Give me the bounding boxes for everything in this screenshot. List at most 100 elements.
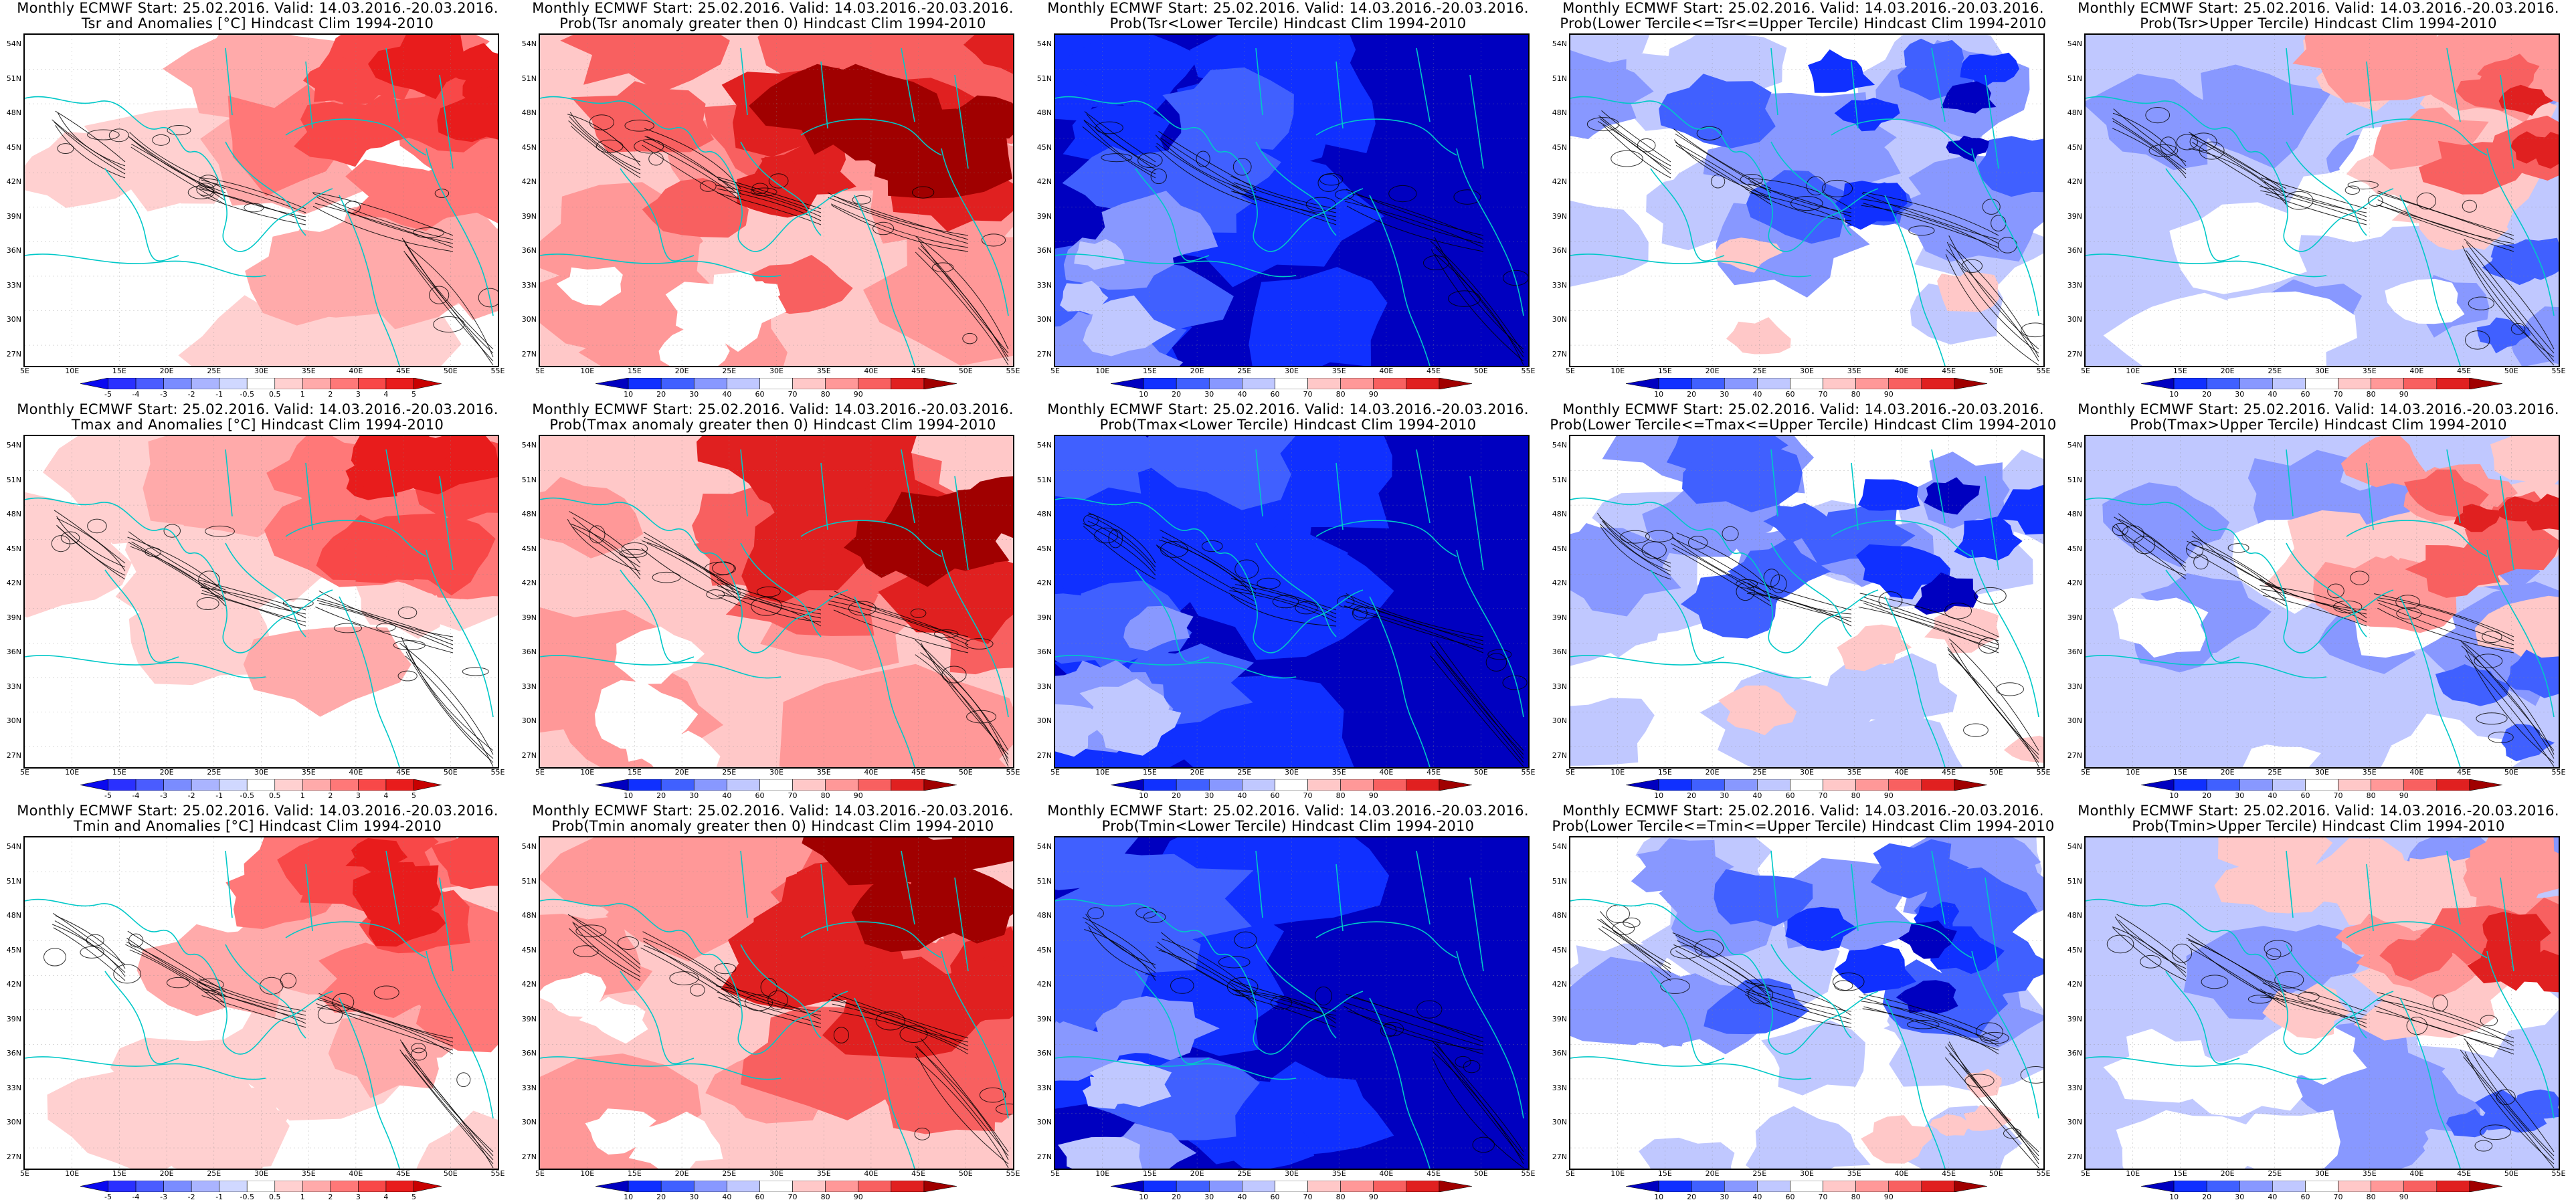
map-panel: Monthly ECMWF Start: 25.02.2016. Valid: … — [2061, 401, 2576, 803]
colorbar-tick-label: 30 — [2235, 791, 2245, 800]
lat-label: 54N — [1552, 441, 1567, 449]
colorbar-tick-label: 5 — [411, 1193, 416, 1201]
colorbar-tick-label: -0.5 — [240, 1193, 254, 1201]
lat-label: 39N — [1036, 211, 1052, 221]
lat-label: 42N — [2067, 980, 2082, 989]
colorbar-tick-label: 5 — [411, 791, 416, 800]
lon-label: 10E — [1611, 367, 1625, 375]
lat-label: 48N — [1036, 108, 1052, 117]
lon-label: 45E — [911, 1169, 926, 1178]
colorbar-tick-label: 40 — [2268, 791, 2278, 800]
lon-label: 15E — [1142, 768, 1157, 777]
lat-label: 51N — [521, 74, 537, 83]
colorbar-tick-label: -0.5 — [240, 390, 254, 399]
colorbar-tick-label: 2 — [328, 1193, 333, 1201]
lon-label: 45E — [1942, 1169, 1956, 1178]
colorbar — [80, 377, 442, 390]
lat-label: 48N — [1036, 911, 1052, 920]
lat-label: 30N — [521, 716, 537, 725]
map-field — [1570, 436, 2043, 767]
colorbar-tick-label: 60 — [2300, 1193, 2310, 1201]
lon-label: 5E — [1566, 768, 1575, 777]
lon-label: 40E — [864, 1169, 879, 1178]
lon-label: 20E — [1705, 367, 1720, 375]
lat-label: 51N — [6, 876, 21, 886]
lon-label: 10E — [65, 367, 80, 375]
lon-label: 25E — [2268, 768, 2282, 777]
colorbar-tick-label: 60 — [2300, 390, 2310, 399]
lat-label: 54N — [2067, 39, 2082, 48]
lat-label: 48N — [1552, 510, 1567, 518]
lat-label: 48N — [2067, 911, 2082, 920]
lon-label: 25E — [2268, 1169, 2282, 1178]
lon-label: 25E — [1752, 367, 1767, 375]
lon-label: 5E — [535, 768, 545, 777]
colorbar-tick-label: 70 — [2333, 791, 2343, 800]
lat-label: 51N — [2067, 475, 2082, 484]
lon-label: 45E — [1427, 768, 1441, 777]
colorbar-tick-label: -1 — [215, 1193, 223, 1201]
lon-label: 35E — [1847, 367, 1861, 375]
map-panel: Monthly ECMWF Start: 25.02.2016. Valid: … — [1030, 803, 1546, 1204]
lon-label: 45E — [1942, 768, 1956, 777]
colorbar-tick-label: 3 — [355, 791, 361, 800]
panel-title-line2: Tsr and Anomalies [°C] Hindcast Clim 199… — [81, 15, 434, 31]
colorbar-tick-label: 60 — [1270, 1193, 1280, 1201]
colorbar-tick-label: -4 — [132, 1193, 140, 1201]
lat-label: 27N — [521, 349, 537, 359]
colorbar-tick-label: 80 — [2366, 791, 2376, 800]
map-field — [540, 436, 1013, 767]
colorbar-tick-label: 20 — [2202, 791, 2212, 800]
lon-label: 25E — [1752, 768, 1767, 777]
lon-label: 30E — [1800, 1169, 1814, 1178]
lon-label: 50E — [958, 768, 973, 777]
lat-label: 36N — [1552, 647, 1567, 656]
lon-label: 30E — [1285, 768, 1299, 777]
colorbar-tick-label: 30 — [1204, 791, 1214, 800]
colorbar-tick-label: -3 — [160, 791, 168, 800]
map-area — [539, 33, 1014, 367]
lat-label: 36N — [6, 246, 21, 255]
lon-label: 20E — [159, 367, 174, 375]
colorbar-tick-label: 40 — [1752, 791, 1762, 800]
lon-label: 10E — [2126, 1169, 2140, 1178]
lat-label: 51N — [1552, 74, 1567, 83]
lon-label: 40E — [1894, 1169, 1909, 1178]
lat-label: 39N — [6, 211, 21, 221]
colorbar-tick-label: 0.5 — [269, 791, 281, 800]
colorbar-tick-label: 40 — [2268, 1193, 2278, 1201]
colorbar — [595, 1180, 957, 1193]
lat-label: 54N — [2067, 441, 2082, 449]
panel-title-line1: Monthly ECMWF Start: 25.02.2016. Valid: … — [1047, 803, 1529, 819]
colorbar-tick-label: 1 — [300, 390, 305, 399]
lat-label: 36N — [1552, 1049, 1567, 1058]
lat-label: 36N — [521, 647, 537, 656]
lon-label: 35E — [816, 768, 831, 777]
lon-label: 20E — [159, 768, 174, 777]
lat-label: 36N — [521, 246, 537, 255]
lon-label: 45E — [1942, 367, 1956, 375]
colorbar-tick-label: 10 — [624, 1193, 634, 1201]
colorbar-tick-label: 30 — [1720, 1193, 1730, 1201]
colorbar-tick-label: 30 — [1720, 390, 1730, 399]
lat-label: 33N — [1552, 1083, 1567, 1092]
lon-label: 10E — [1095, 768, 1110, 777]
lon-label: 15E — [1657, 367, 1672, 375]
lon-label: 55E — [1006, 1169, 1020, 1178]
lon-label: 30E — [2315, 367, 2329, 375]
lat-label: 30N — [1036, 1118, 1052, 1126]
lat-label: 36N — [1036, 647, 1052, 656]
colorbar-tick-label: 60 — [1270, 390, 1280, 399]
lat-label: 30N — [521, 315, 537, 324]
lat-label: 39N — [2067, 1014, 2082, 1023]
lon-label: 5E — [1566, 367, 1575, 375]
colorbar-tick-label: 90 — [853, 390, 863, 399]
colorbar-tick-label: 5 — [411, 390, 416, 399]
lat-label: 33N — [521, 280, 537, 290]
lat-label: 42N — [2067, 579, 2082, 587]
colorbar — [1110, 779, 1473, 791]
colorbar-tick-label: 1 — [300, 791, 305, 800]
lat-label: 42N — [1552, 579, 1567, 587]
colorbar-tick-label: 2 — [328, 791, 333, 800]
lat-label: 48N — [521, 510, 537, 518]
